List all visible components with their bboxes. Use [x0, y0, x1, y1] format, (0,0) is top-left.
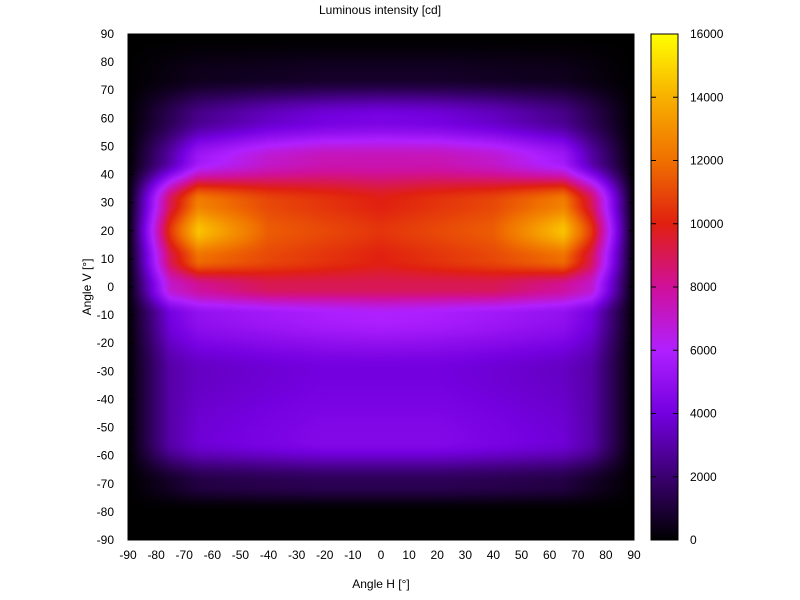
- y-tick-label: -40: [97, 392, 115, 406]
- y-tick-label: 0: [107, 280, 114, 294]
- colorbar-tick-label: 12000: [690, 154, 724, 168]
- y-tick-label: 70: [101, 83, 115, 97]
- colorbar-tick-label: 10000: [690, 217, 724, 231]
- x-axis-label: Angle H [°]: [352, 577, 410, 591]
- y-tick-label: -50: [97, 421, 115, 435]
- y-tick-label: -90: [97, 533, 115, 547]
- x-tick-label: 70: [571, 548, 585, 562]
- y-tick-label: -70: [97, 477, 115, 491]
- x-tick-label: 0: [378, 548, 385, 562]
- x-tick-label: 80: [599, 548, 613, 562]
- y-tick-label: 10: [101, 252, 115, 266]
- x-tick-label: -80: [147, 548, 165, 562]
- y-tick-label: 80: [101, 55, 115, 69]
- y-tick-label: -20: [97, 336, 115, 350]
- y-axis: -90 -80 -70 -60 -50 -40 -30 -20 -10 0 10 20 30 40 50 60…: [97, 27, 634, 547]
- colorbar-tick-label: 6000: [690, 343, 717, 357]
- x-tick-label: -10: [344, 548, 362, 562]
- colorbar-tick-label: 8000: [690, 280, 717, 294]
- y-tick-label: 50: [101, 139, 115, 153]
- colorbar-tick-label: 14000: [690, 90, 724, 104]
- x-tick-label: 20: [431, 548, 445, 562]
- x-tick-label: -40: [260, 548, 278, 562]
- x-tick-label: 60: [543, 548, 557, 562]
- x-tick-label: -70: [176, 548, 194, 562]
- y-axis-label: Angle V [°]: [80, 259, 94, 316]
- x-tick-label: -90: [119, 548, 137, 562]
- y-tick-label: -60: [97, 449, 115, 463]
- x-tick-label: 90: [627, 548, 641, 562]
- x-tick-label: 50: [515, 548, 529, 562]
- y-tick-label: -80: [97, 505, 115, 519]
- y-tick-label: 90: [101, 27, 115, 41]
- y-tick-label: 30: [101, 196, 115, 210]
- y-tick-label: 20: [101, 224, 115, 238]
- colorbar-tick-label: 2000: [690, 470, 717, 484]
- x-tick-label: 30: [459, 548, 473, 562]
- x-tick-label: 10: [402, 548, 416, 562]
- x-tick-label: 40: [487, 548, 501, 562]
- y-tick-label: -10: [97, 308, 115, 322]
- x-tick-label: -60: [204, 548, 222, 562]
- x-tick-label: -50: [232, 548, 250, 562]
- colorbar-tick-label: 16000: [690, 27, 724, 41]
- y-tick-label: -30: [97, 364, 115, 378]
- chart-title: Luminous intensity [cd]: [319, 3, 441, 17]
- colorbar-axis: 0 2000 4000 6000 8000 10000 12000 14000 16000: [651, 27, 724, 547]
- x-axis: -90 -80 -70 -60 -50 -40 -30 -20 -10 0 10 20 30 40 50 60…: [119, 34, 641, 562]
- y-tick-label: 60: [101, 111, 115, 125]
- x-tick-label: -20: [316, 548, 334, 562]
- heatmap-plot-area: [128, 34, 634, 540]
- x-tick-label: -30: [288, 548, 306, 562]
- colorbar-tick-label: 4000: [690, 407, 717, 421]
- colorbar-tick-label: 0: [690, 533, 697, 547]
- y-tick-label: 40: [101, 168, 115, 182]
